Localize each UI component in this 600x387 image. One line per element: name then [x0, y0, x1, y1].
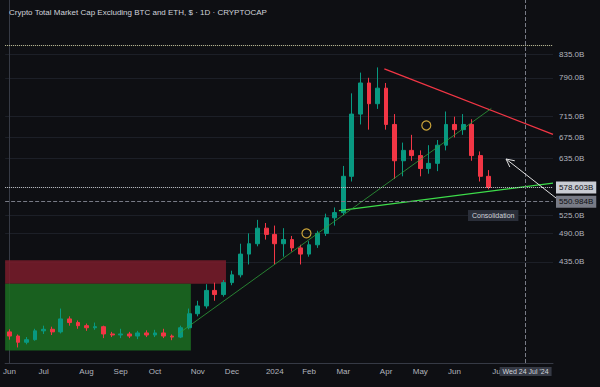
svg-text:Wed 24 Jul '24: Wed 24 Jul '24 — [503, 368, 549, 375]
svg-text:Nov: Nov — [191, 367, 205, 376]
svg-text:Aug: Aug — [79, 367, 93, 376]
svg-text:Consolidation: Consolidation — [472, 212, 515, 219]
svg-text:Mar: Mar — [336, 367, 350, 376]
svg-text:Sep: Sep — [114, 367, 129, 376]
svg-text:675.0B: 675.0B — [559, 133, 584, 142]
svg-text:Feb: Feb — [302, 367, 316, 376]
svg-text:525.0B: 525.0B — [559, 211, 584, 220]
svg-text:578.603B: 578.603B — [559, 183, 593, 192]
svg-text:Dec: Dec — [225, 367, 239, 376]
svg-text:Apr: Apr — [380, 367, 393, 376]
svg-text:Oct: Oct — [149, 367, 162, 376]
svg-text:May: May — [413, 367, 428, 376]
svg-text:715.0B: 715.0B — [559, 112, 584, 121]
svg-text:490.0B: 490.0B — [559, 229, 584, 238]
svg-text:835.0B: 835.0B — [559, 50, 584, 59]
svg-text:Crypto Total Market Cap Exclud: Crypto Total Market Cap Excluding BTC an… — [9, 8, 267, 17]
svg-text:Jul: Jul — [39, 367, 49, 376]
svg-text:Jul: Jul — [492, 366, 503, 376]
svg-text:790.0B: 790.0B — [559, 73, 584, 82]
svg-text:2024: 2024 — [266, 367, 284, 376]
svg-text:435.0B: 435.0B — [559, 257, 584, 266]
svg-text:Jun: Jun — [3, 367, 16, 376]
svg-text:Jun: Jun — [448, 367, 461, 376]
svg-text:635.0B: 635.0B — [559, 154, 584, 163]
svg-text:550.984B: 550.984B — [559, 197, 593, 206]
